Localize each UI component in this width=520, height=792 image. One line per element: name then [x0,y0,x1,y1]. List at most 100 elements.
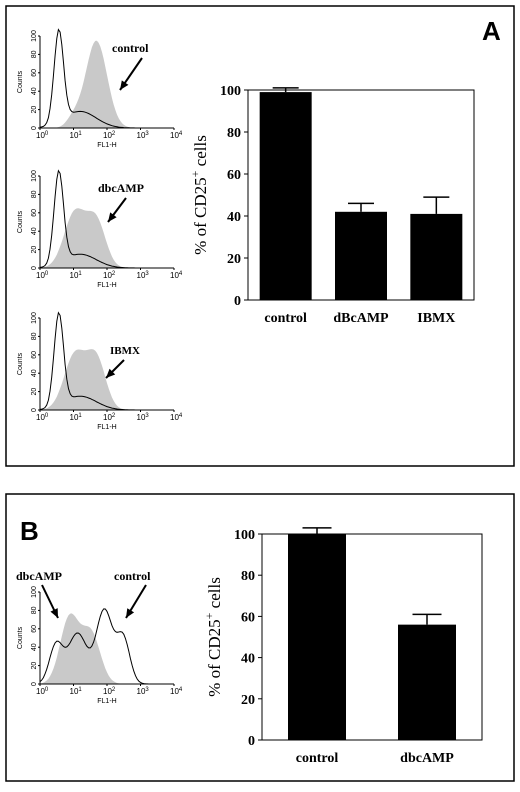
bar-chart-b: 0 20 40 60 80 100 control dbcAMP % of CD25+ cell… [202,527,483,766]
bar-chart-y-tick-label: 100 [234,528,255,543]
histogram-x-tick-label: 101 [70,413,83,422]
histogram-y-tick-label: 80 [31,190,38,198]
bar-chart-y-tick-label: 20 [227,252,241,267]
arrow-head [106,368,116,378]
histogram-x-tick-label: 103 [137,271,150,280]
histogram-x-tick-label: 103 [137,413,150,422]
panel-a-label: A [482,16,501,46]
histogram-x-tick-label: 100 [36,131,49,140]
histogram-x-tick-label: 101 [70,131,83,140]
histogram-y-tick-label: 40 [31,643,38,651]
histogram-y-label: Counts [17,352,24,375]
histogram-shaded-area [40,208,174,268]
bar-chart-y-tick-label: 0 [234,294,241,309]
histogram-y-tick-label: 0 [31,408,38,412]
bar-chart-y-tick-label: 0 [248,734,255,749]
histogram-x-tick-label: 103 [137,687,150,696]
histogram-y-tick-label: 60 [31,351,38,359]
histogram-x-tick-label: 102 [103,413,116,422]
histogram-x-tick-label: 102 [103,131,116,140]
histogram-y-label: Counts [17,70,24,93]
panel-b-frame [5,493,515,782]
bar-chart-x-tick-label: IBMX [417,311,455,326]
histogram-control: 0 20 40 60 80 100 Counts 100 101 102 103 104 FL1-H co… [17,28,183,149]
arrow-head [120,80,129,90]
histogram-y-tick-label: 0 [31,682,38,686]
histogram-y-tick-label: 20 [31,662,38,670]
histogram-label-dbcamp: dbcAMP [98,181,144,195]
histogram-label-control-b: control [114,569,151,583]
bar-chart-y-tick-label: 40 [227,210,241,225]
histogram-y-tick-label: 100 [31,170,38,182]
histogram-y-label: Counts [17,626,24,649]
bar-chart-x-tick-label: dBcAMP [333,311,389,326]
bar-chart-a: 0 20 40 60 80 100 control dBcAMP IBMX % of CD25+ … [188,84,475,326]
panel-a-frame [5,5,515,467]
histogram-x-tick-label: 100 [36,687,49,696]
arrow-head [50,608,58,618]
histogram-y-tick-label: 0 [31,126,38,130]
histogram-x-tick-label: 104 [170,271,183,280]
histogram-y-tick-label: 40 [31,87,38,95]
bar-chart-x-tick-label: control [264,311,307,326]
histogram-shaded-area [40,40,174,128]
histogram-x-tick-label: 100 [36,271,49,280]
bar-chart-y-tick-label: 100 [220,84,241,99]
histogram-x-tick-label: 101 [70,687,83,696]
bar-chart-y-tick-label: 60 [227,168,241,183]
histogram-y-label: Counts [17,210,24,233]
histogram-label-control: control [112,41,149,55]
bar-chart-y-label: % of CD25+ cells [188,135,210,255]
bar-chart-y-tick-label: 80 [241,569,255,584]
bar-chart-y-tick-label: 40 [241,652,255,667]
histogram-x-label: FL1-H [97,424,116,431]
histogram-y-tick-label: 100 [31,586,38,598]
bar-chart-y-tick-label: 20 [241,693,255,708]
histogram-y-tick-label: 20 [31,106,38,114]
bar-chart-y-tick-label: 80 [227,126,241,141]
histogram-y-tick-label: 100 [31,30,38,42]
histogram-x-tick-label: 104 [170,131,183,140]
histogram-y-tick-label: 80 [31,606,38,614]
histogram-x-tick-label: 102 [103,271,116,280]
histogram-y-tick-label: 60 [31,69,38,77]
histogram-y-tick-label: 100 [31,312,38,324]
histogram-x-label: FL1-H [97,142,116,149]
histogram-x-tick-label: 101 [70,271,83,280]
histogram-y-tick-label: 80 [31,332,38,340]
histogram-x-label: FL1-H [97,282,116,289]
histogram-shaded-area [40,613,174,684]
histogram-b: 0 20 40 60 80 100 Counts 100 101 102 103 104 FL1-H db… [16,569,183,705]
histogram-label-ibmx: IBMX [110,345,140,357]
histogram-dbcamp: 0 20 40 60 80 100 Counts 100 101 102 103 104 FL1-H db… [17,169,183,289]
arrow-head [126,608,135,618]
bar-chart-y-tick-label: 60 [241,610,255,625]
histogram-y-tick-label: 60 [31,625,38,633]
arrow-head [108,212,117,222]
histogram-x-tick-label: 104 [170,687,183,696]
histogram-x-label: FL1-H [97,698,116,705]
bar-ibmx [410,213,463,300]
histogram-label-dbcamp-b: dbcAMP [16,569,62,583]
histogram-x-tick-label: 104 [170,413,183,422]
histogram-y-tick-label: 20 [31,246,38,254]
histogram-shaded-area [40,349,174,410]
histogram-x-tick-label: 100 [36,413,49,422]
histogram-y-tick-label: 60 [31,209,38,217]
bar-control [288,534,346,740]
histogram-y-tick-label: 40 [31,369,38,377]
histogram-y-tick-label: 40 [31,227,38,235]
bar-dbcamp [335,211,387,300]
bar-chart-y-label: % of CD25+ cells [202,577,224,697]
histogram-y-tick-label: 80 [31,50,38,58]
bar-chart-x-tick-label: dbcAMP [400,751,454,766]
histogram-ibmx: 0 20 40 60 80 100 Counts 100 101 102 103 104 FL1-H IB… [17,311,183,431]
histogram-y-tick-label: 0 [31,266,38,270]
histogram-y-tick-label: 20 [31,388,38,396]
histogram-x-tick-label: 102 [103,687,116,696]
histogram-x-tick-label: 103 [137,131,150,140]
bar-control [259,92,312,300]
panel-b-label: B [20,516,39,546]
bar-chart-x-tick-label: control [296,751,339,766]
